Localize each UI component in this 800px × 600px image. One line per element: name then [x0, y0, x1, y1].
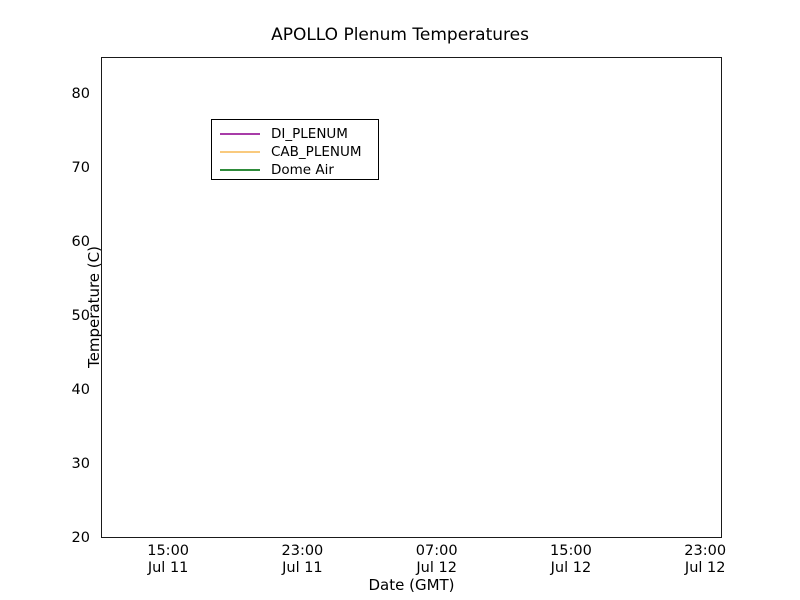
y-axis-tick-label: 50 [71, 308, 90, 324]
x-axis-tick-labels: 15:00 Jul 11 23:00 Jul 11 07:00 Jul 12 15:00 Ju… [101, 543, 726, 583]
legend-color-swatch [220, 132, 260, 135]
x-axis-tick-time: 23:00 [281, 543, 324, 559]
x-axis-tick-label: 07:00 Jul 12 [416, 543, 458, 577]
x-axis-tick-label: 15:00 Jul 11 [147, 543, 189, 577]
legend-label: Dome Air [271, 161, 334, 178]
legend-item[interactable]: Dome Air [212, 160, 380, 179]
y-axis-tick-label: 60 [71, 234, 90, 250]
x-axis-tick-time: 07:00 [415, 543, 458, 559]
legend-label: DI_PLENUM [271, 125, 348, 142]
legend-item[interactable]: DI_PLENUM [212, 124, 380, 143]
legend-item[interactable]: CAB_PLENUM [212, 142, 380, 161]
x-axis-tick-date: Jul 12 [550, 560, 592, 576]
x-axis-tick-time: 15:00 [550, 543, 592, 559]
x-axis-tick-time: 23:00 [684, 543, 727, 559]
legend-color-swatch [220, 168, 260, 171]
y-axis-tick-labels: 20 30 40 50 60 70 80 [38, 57, 90, 546]
x-axis-tick-label: 23:00 Jul 11 [281, 543, 323, 577]
x-axis-tick-time: 15:00 [147, 543, 190, 559]
y-axis-tick-label: 70 [71, 160, 90, 176]
legend-label: CAB_PLENUM [271, 143, 362, 160]
x-axis-label: Date (GMT) [368, 576, 455, 594]
plot-frame [101, 57, 722, 538]
y-axis-tick-label: 80 [71, 86, 90, 102]
chart-title: APOLLO Plenum Temperatures [271, 25, 529, 45]
legend-color-swatch [220, 150, 260, 153]
y-axis-tick-label: 30 [71, 456, 90, 472]
x-axis-tick-date: Jul 11 [147, 560, 189, 576]
x-axis-tick-date: Jul 12 [416, 560, 457, 576]
x-axis-tick-label: 23:00 Jul 12 [684, 543, 726, 577]
chart-legend: DI_PLENUM CAB_PLENUM Dome Air [211, 119, 379, 180]
x-axis-tick-date: Jul 11 [282, 560, 323, 576]
y-axis-tick-label: 40 [71, 382, 90, 398]
x-axis-tick-date: Jul 12 [684, 560, 726, 576]
x-axis-tick-label: 15:00 Jul 12 [550, 543, 592, 577]
y-axis-tick-label: 20 [71, 530, 90, 546]
plot-area: DI_PLENUM CAB_PLENUM Dome Air [101, 57, 722, 538]
